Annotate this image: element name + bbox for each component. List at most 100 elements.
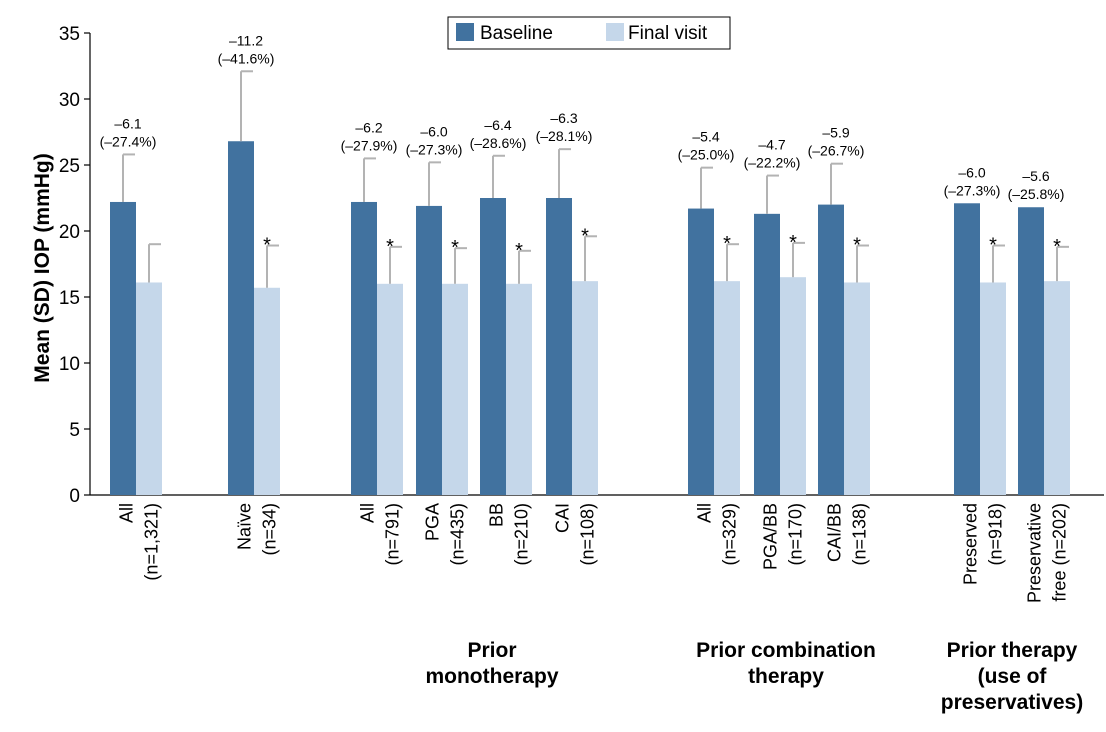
final-visit-bar bbox=[254, 287, 280, 495]
baseline-bar bbox=[818, 204, 844, 495]
x-tick-label: (n=435) bbox=[448, 503, 468, 566]
x-tick-label-group: All (n=329) bbox=[695, 503, 740, 566]
baseline-bar bbox=[954, 203, 980, 495]
significance-asterisk: * bbox=[723, 233, 731, 255]
change-percent-label: (–26.7%) bbox=[808, 143, 865, 159]
x-tick-label: CAI bbox=[553, 503, 573, 533]
x-tick-label: (n=791) bbox=[383, 503, 403, 566]
final-visit-bar bbox=[136, 282, 162, 495]
x-tick-label: All bbox=[695, 503, 715, 523]
y-tick-label: 15 bbox=[59, 288, 80, 309]
change-percent-label: (–22.2%) bbox=[744, 155, 801, 171]
x-tick-label-group: PGA (n=435) bbox=[423, 503, 468, 566]
legend-label-final: Final visit bbox=[628, 23, 708, 44]
change-value-label: –6.2 bbox=[355, 119, 382, 135]
x-tick-label: All bbox=[117, 503, 137, 523]
baseline-bar bbox=[416, 205, 442, 496]
x-tick-label-group: Preserved (n=918) bbox=[961, 503, 1006, 585]
x-tick-label: free (n=202) bbox=[1050, 503, 1070, 602]
change-percent-label: (–27.9%) bbox=[341, 137, 398, 153]
significance-asterisk: * bbox=[451, 237, 459, 259]
x-tick-label-group: CAI (n=108) bbox=[553, 503, 598, 566]
change-percent-label: (–25.8%) bbox=[1008, 186, 1065, 202]
legend-label-baseline: Baseline bbox=[480, 23, 553, 44]
x-tick-label: (n=138) bbox=[850, 503, 870, 566]
baseline-bar bbox=[546, 198, 572, 495]
x-tick-label: (n=34) bbox=[260, 503, 280, 556]
legend-box bbox=[447, 16, 731, 50]
change-percent-label: (–28.1%) bbox=[536, 128, 593, 144]
significance-asterisk: * bbox=[789, 232, 797, 254]
x-tick-label: CAI/BB bbox=[825, 503, 845, 562]
baseline-bar bbox=[688, 208, 714, 495]
final-visit-bar bbox=[442, 283, 468, 495]
change-value-label: –6.3 bbox=[550, 110, 577, 126]
change-value-label: –11.2 bbox=[229, 32, 263, 48]
final-visit-bar bbox=[980, 282, 1006, 495]
x-tick-label: Preservative bbox=[1025, 503, 1045, 603]
final-visit-bar bbox=[714, 281, 740, 495]
y-tick-label: 0 bbox=[69, 486, 80, 507]
change-value-label: –5.6 bbox=[1022, 168, 1049, 184]
bars bbox=[110, 70, 1070, 496]
change-value-label: –6.1 bbox=[114, 115, 141, 131]
baseline-bar bbox=[1018, 207, 1044, 496]
baseline-bar bbox=[480, 198, 506, 495]
change-value-label: –5.9 bbox=[822, 125, 849, 141]
significance-asterisk: * bbox=[1053, 236, 1061, 258]
x-tick-label: (n=210) bbox=[512, 503, 532, 566]
change-percent-label: (–28.6%) bbox=[470, 135, 527, 151]
annotations: (–27.4%) –6.1 (–41.6%) –11.2 * (–27.9%) –6.2 * (… bbox=[100, 32, 1065, 262]
final-visit-bar bbox=[844, 282, 870, 495]
baseline-bar bbox=[754, 213, 780, 495]
x-tick-label-group: PGA/BB (n=170) bbox=[761, 503, 806, 570]
x-tick-label-group: All (n=791) bbox=[358, 503, 403, 566]
change-value-label: –6.0 bbox=[420, 123, 447, 139]
group-label-prior-monotherapy: Prior monotherapy bbox=[425, 639, 559, 688]
y-axis-label: Mean (SD) IOP (mmHg) bbox=[31, 153, 54, 382]
final-visit-bar bbox=[506, 283, 532, 495]
significance-asterisk: * bbox=[515, 240, 523, 262]
significance-asterisk: * bbox=[853, 235, 861, 257]
change-percent-label: (–25.0%) bbox=[678, 147, 735, 163]
significance-asterisk: * bbox=[989, 235, 997, 257]
legend: Baseline Final visit bbox=[447, 16, 731, 50]
x-tick-label: PGA bbox=[423, 503, 443, 541]
change-percent-label: (–41.6%) bbox=[218, 50, 275, 66]
x-tick-labels: All (n=1,321) Naïve (n=34) All (n=791) PGA (n=4… bbox=[117, 503, 1070, 603]
change-value-label: –6.0 bbox=[958, 164, 985, 180]
x-tick-label: (n=918) bbox=[986, 503, 1006, 566]
final-visit-bar bbox=[572, 281, 598, 495]
change-percent-label: (–27.3%) bbox=[406, 141, 463, 157]
final-visit-bar bbox=[780, 277, 806, 495]
legend-swatch-final bbox=[606, 23, 624, 41]
legend-swatch-baseline bbox=[456, 23, 474, 41]
baseline-bar bbox=[110, 201, 136, 495]
change-percent-label: (–27.4%) bbox=[100, 133, 157, 149]
x-tick-label-group: All (n=1,321) bbox=[117, 503, 162, 581]
x-tick-label-group: CAI/BB (n=138) bbox=[825, 503, 870, 566]
group-label-prior-therapy-preservatives: Prior therapy (use of preservatives) bbox=[940, 639, 1084, 714]
change-percent-label: (–27.3%) bbox=[944, 182, 1001, 198]
y-tick-label: 20 bbox=[59, 222, 80, 243]
baseline-bar bbox=[351, 201, 377, 495]
significance-asterisk: * bbox=[263, 235, 271, 257]
y-tick-label: 30 bbox=[59, 90, 80, 111]
baseline-bar bbox=[228, 141, 254, 496]
significance-asterisk: * bbox=[386, 236, 394, 258]
x-tick-label-group: BB (n=210) bbox=[487, 503, 532, 566]
x-tick-label: (n=108) bbox=[578, 503, 598, 566]
y-tick-label: 35 bbox=[59, 24, 80, 45]
change-value-label: –5.4 bbox=[692, 129, 719, 145]
x-tick-label: (n=329) bbox=[720, 503, 740, 566]
x-tick-label: PGA/BB bbox=[761, 503, 781, 570]
x-tick-label: BB bbox=[487, 503, 507, 527]
change-value-label: –6.4 bbox=[484, 117, 511, 133]
change-value-label: –4.7 bbox=[758, 137, 785, 153]
x-tick-label-group: Preservative free (n=202) bbox=[1025, 503, 1070, 603]
x-tick-label-group: Naïve (n=34) bbox=[235, 503, 280, 556]
y-tick-label: 10 bbox=[59, 354, 80, 375]
x-tick-label: (n=170) bbox=[786, 503, 806, 566]
y-tick-label: 5 bbox=[69, 420, 80, 441]
